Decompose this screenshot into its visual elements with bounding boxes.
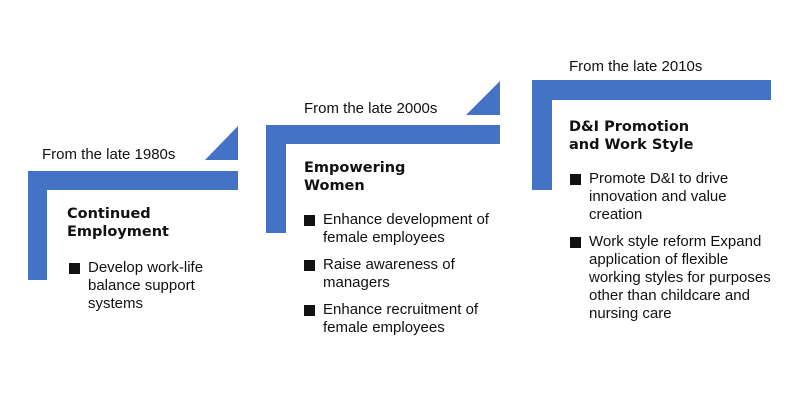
square-bullet-icon [570, 237, 581, 248]
step-1-side-bar [28, 171, 47, 280]
item-text: Enhance development of female employees [323, 211, 489, 246]
square-bullet-icon [304, 260, 315, 271]
title-line: Continued [67, 206, 151, 222]
square-bullet-icon [69, 263, 80, 274]
list-item: Enhance development of female employees [303, 211, 503, 247]
list-item: Enhance recruitment of female employees [303, 301, 503, 337]
title-line: and Work Style [569, 137, 694, 153]
step-1-title: Continued Employment [67, 205, 169, 241]
list-item: Develop work-life balance support system… [68, 259, 238, 313]
step-1-era: From the late 1980s [42, 146, 176, 163]
step-2-title: Empowering Women [304, 159, 405, 195]
title-line: Empowering [304, 160, 406, 176]
step-3-title: D&I Promotion and Work Style [569, 118, 693, 154]
step-2-top-bar [266, 125, 500, 144]
item-text: Raise awareness of managers [323, 256, 455, 291]
step-3-side-bar [532, 80, 552, 190]
step-1-arrow-tip [205, 126, 238, 160]
square-bullet-icon [304, 305, 315, 316]
step-2-era: From the late 2000s [304, 100, 438, 117]
step-3-items: Promote D&I to drive innovation and valu… [569, 170, 774, 332]
item-text: Promote D&I to drive innovation and valu… [589, 170, 729, 223]
list-item: Promote D&I to drive innovation and valu… [569, 170, 774, 224]
item-text: Work style reform Expand application of … [589, 233, 771, 322]
step-1-top-bar [28, 171, 238, 190]
square-bullet-icon [570, 174, 581, 185]
step-2-arrow-tip [466, 81, 500, 115]
step-3-top-bar [532, 80, 771, 100]
step-3-era: From the late 2010s [569, 58, 703, 75]
item-text: Develop work-life balance support system… [88, 259, 204, 312]
title-line: Employment [67, 224, 169, 240]
list-item: Raise awareness of managers [303, 256, 503, 292]
item-text: Enhance recruitment of female employees [323, 301, 479, 336]
square-bullet-icon [304, 215, 315, 226]
title-line: Women [304, 178, 365, 194]
step-1-items: Develop work-life balance support system… [68, 259, 238, 322]
list-item: Work style reform Expand application of … [569, 233, 774, 323]
title-line: D&I Promotion [569, 119, 690, 135]
step-2-items: Enhance development of female employees … [303, 211, 503, 346]
step-2-side-bar [266, 125, 286, 233]
